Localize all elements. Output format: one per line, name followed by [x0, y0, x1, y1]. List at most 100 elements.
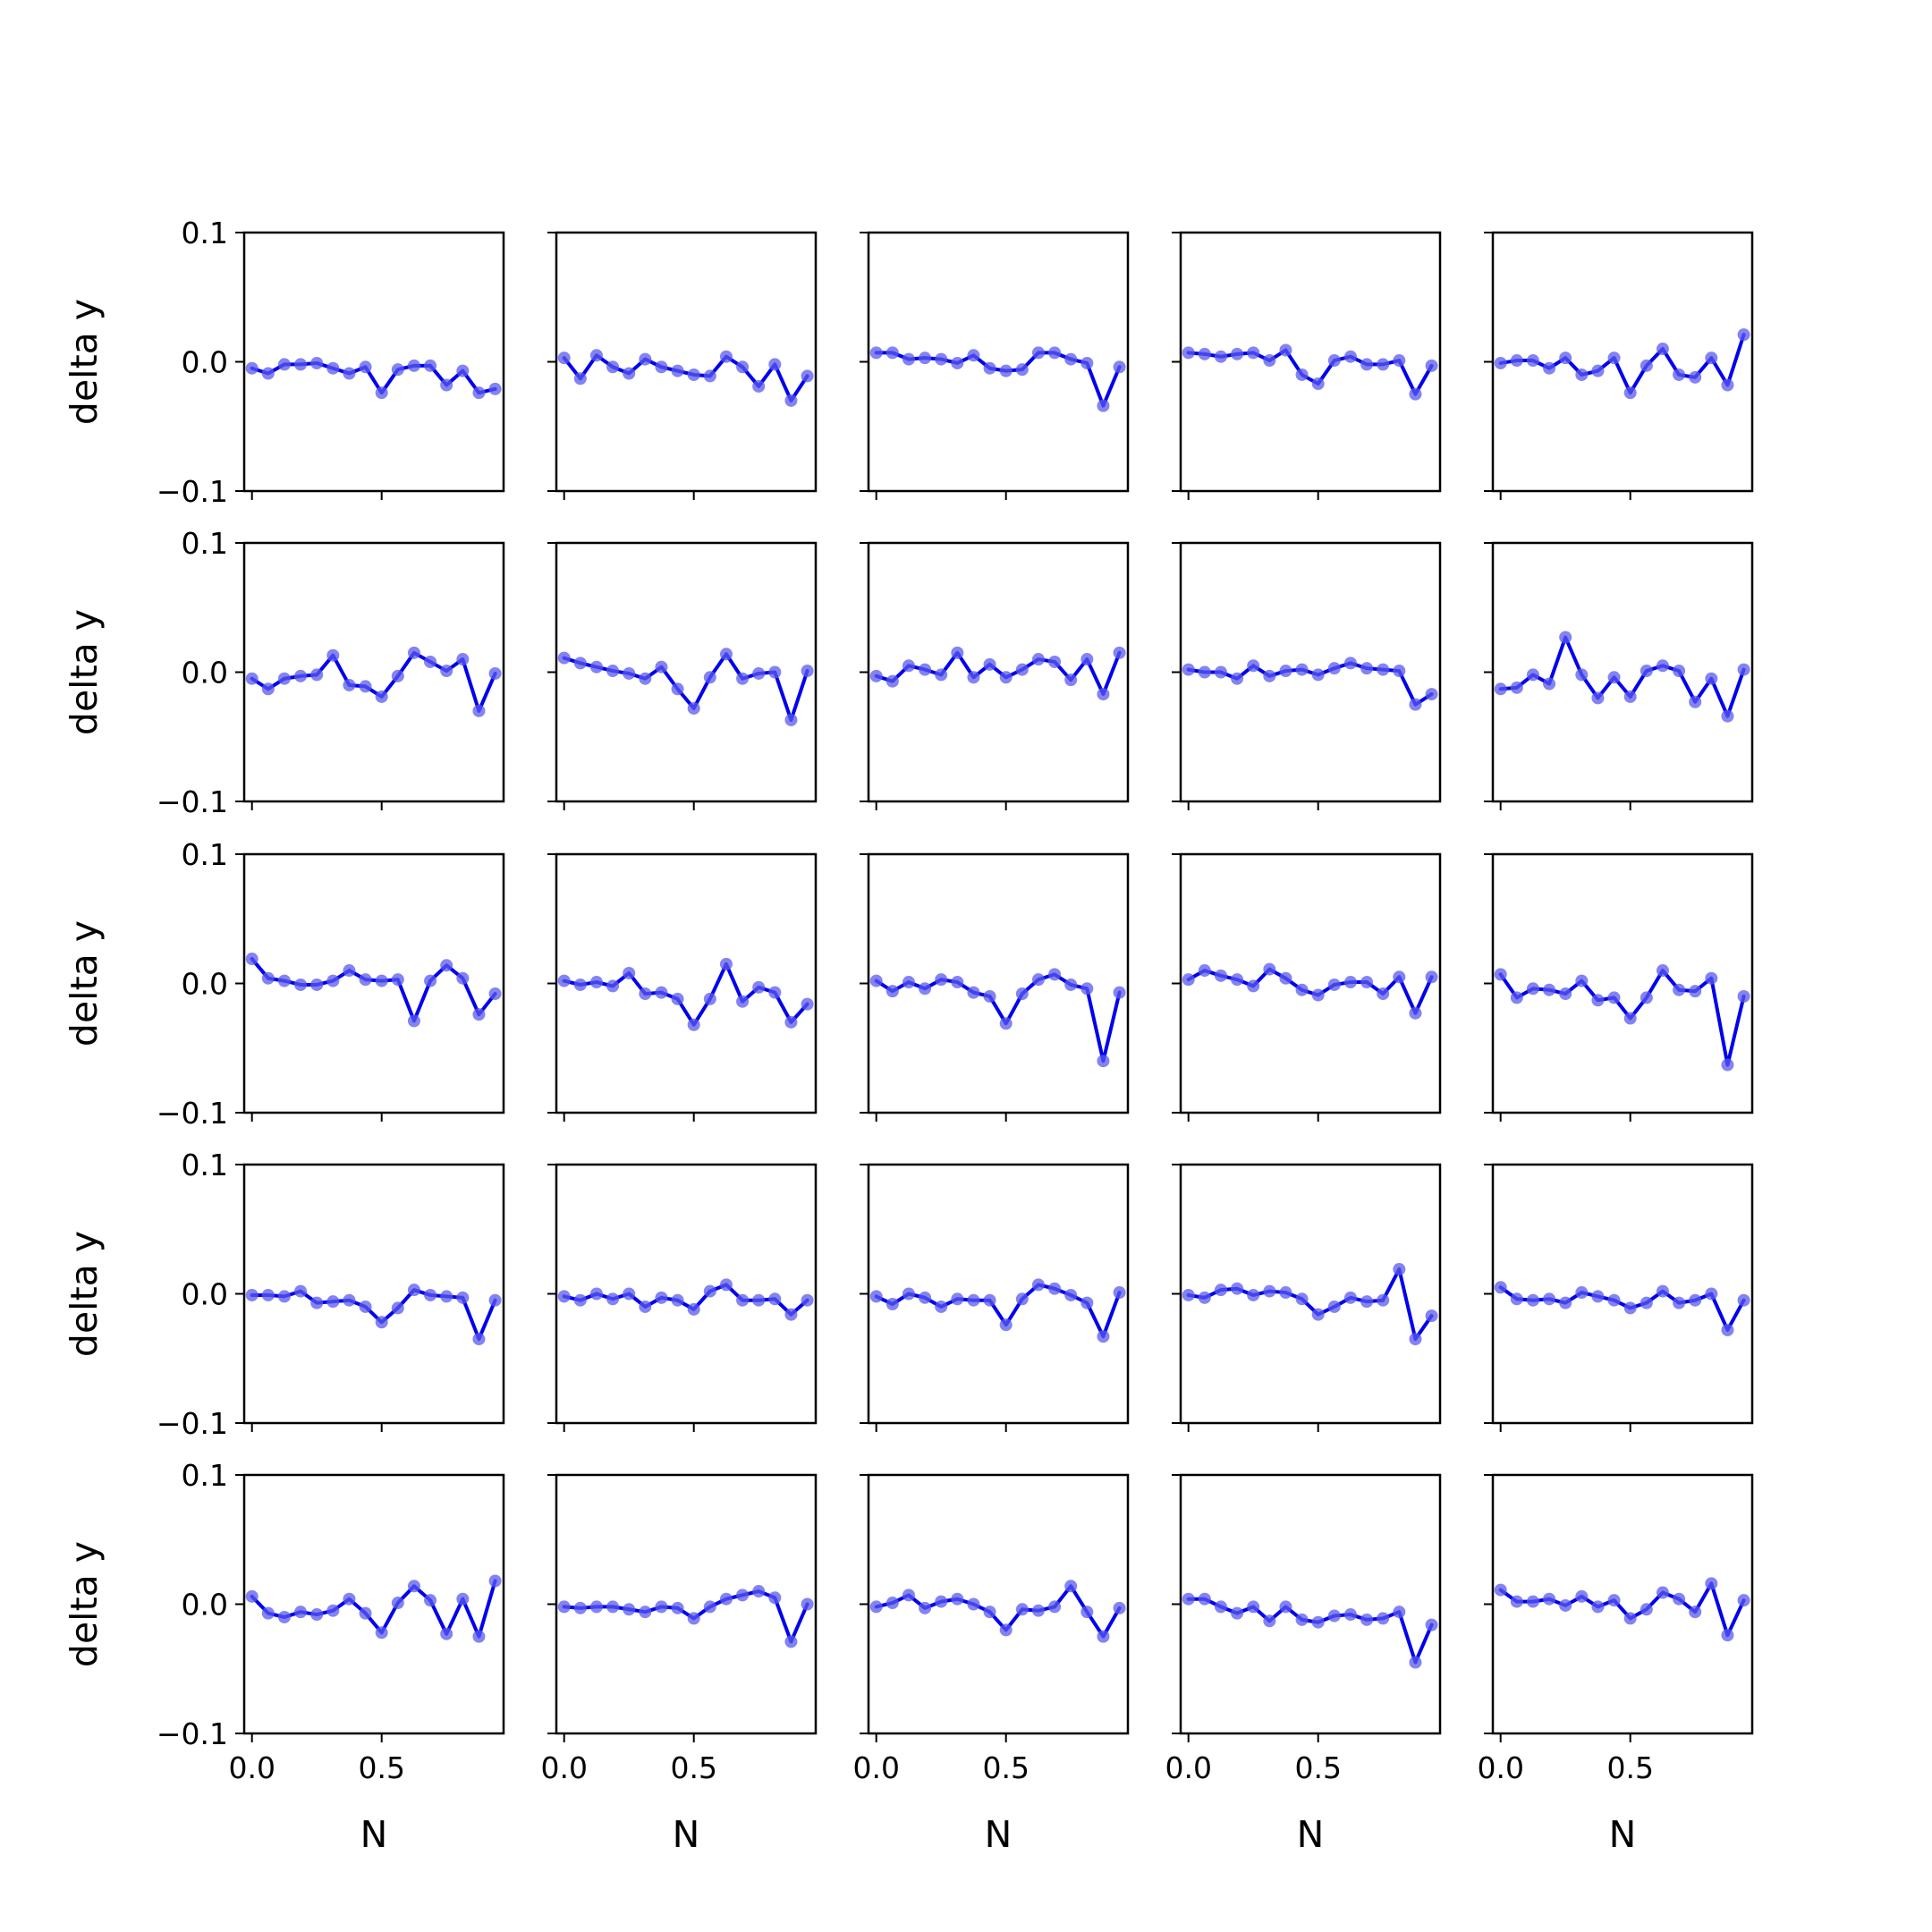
subplot-1-2 [547, 231, 818, 500]
data-point [1623, 690, 1637, 703]
data-point [1591, 1290, 1605, 1303]
x-tick-label: 0.5 [1606, 1750, 1653, 1785]
data-point [1591, 994, 1605, 1007]
x-tick-label: 0.5 [982, 1750, 1029, 1785]
data-point [326, 1604, 340, 1617]
data-point [1279, 1600, 1292, 1614]
data-point [606, 360, 620, 374]
data-point [902, 659, 915, 673]
data-point [919, 1601, 932, 1614]
y-axis-label: delta y [63, 920, 106, 1046]
data-point [1214, 1600, 1227, 1614]
data-point [310, 1296, 324, 1309]
data-point [573, 978, 587, 991]
data-point [1377, 663, 1390, 676]
data-point [1031, 653, 1045, 666]
data-point [801, 997, 814, 1011]
subplot-1-4 [1172, 231, 1442, 500]
data-point [1113, 360, 1126, 374]
data-point [1689, 370, 1702, 384]
subplot-2-3 [860, 541, 1130, 810]
data-point [1721, 1323, 1734, 1336]
y-tick-label: 0.1 [182, 216, 228, 250]
data-point [935, 668, 948, 682]
data-point [391, 363, 404, 377]
subplot-4-2 [547, 1163, 818, 1432]
subplot-4-1: 0.1 0.0 −0.1 [157, 1148, 505, 1441]
subplot-4-5 [1484, 1163, 1754, 1432]
data-point [1247, 659, 1260, 673]
data-point [1295, 663, 1309, 676]
data-point [245, 672, 258, 685]
data-point [935, 352, 948, 366]
data-point [784, 1015, 798, 1029]
data-point [1198, 1592, 1211, 1606]
data-point [1279, 1286, 1292, 1300]
data-point [359, 1606, 372, 1620]
data-point [1295, 1292, 1309, 1306]
data-point [326, 974, 340, 987]
data-point [1198, 1291, 1211, 1304]
data-point [1494, 1281, 1507, 1294]
series-line [1186, 967, 1434, 1015]
data-point [1377, 358, 1390, 371]
data-point [869, 974, 883, 987]
data-point [1409, 1656, 1422, 1669]
data-point [277, 1610, 291, 1623]
x-tick-label: 0.5 [1294, 1750, 1341, 1785]
data-point [951, 646, 964, 659]
data-point [1311, 988, 1325, 1002]
x-tick-label: 0.0 [228, 1750, 275, 1785]
data-point [1526, 1595, 1539, 1608]
data-point [1048, 655, 1062, 668]
data-point [1343, 657, 1357, 670]
data-point [1182, 346, 1195, 360]
data-point [1705, 352, 1718, 365]
subplot-5-2: 0.0 0.5 [540, 1473, 818, 1785]
data-point [606, 1292, 620, 1306]
data-point [375, 1316, 388, 1329]
data-point [919, 982, 932, 996]
data-point [472, 1630, 486, 1643]
data-point [951, 976, 964, 989]
data-point [1247, 979, 1260, 993]
data-point [488, 666, 502, 680]
data-point [1575, 668, 1589, 682]
data-point [1064, 674, 1078, 687]
data-point [294, 358, 308, 371]
data-point [1656, 343, 1669, 356]
data-point [902, 1589, 915, 1602]
data-point [1097, 1330, 1110, 1343]
data-point [983, 657, 996, 671]
data-point [1737, 989, 1750, 1003]
series-line [874, 972, 1122, 1063]
data-point [1543, 1292, 1556, 1306]
data-point [472, 1333, 486, 1346]
data-point [1673, 368, 1686, 381]
data-point [1231, 347, 1244, 360]
data-point [703, 369, 716, 383]
data-point [919, 352, 932, 365]
data-point [1656, 1586, 1669, 1599]
x-axis-label: N [1297, 1813, 1325, 1856]
data-point [736, 360, 750, 374]
data-point [1311, 377, 1325, 391]
data-point [1623, 1612, 1637, 1625]
subplot-2-5 [1484, 541, 1754, 810]
data-point [983, 1606, 996, 1619]
subplot-2-1: 0.1 0.0 −0.1 [157, 526, 505, 819]
data-point [1279, 665, 1292, 678]
y-tick-label: 0.1 [182, 837, 228, 872]
data-point [1673, 665, 1686, 678]
data-point [1327, 1300, 1341, 1313]
data-point [1494, 1583, 1507, 1597]
data-point [1673, 1592, 1686, 1606]
data-point [359, 1300, 372, 1313]
data-point [919, 1291, 932, 1304]
data-point [752, 1293, 766, 1307]
data-point [1705, 672, 1718, 685]
data-point [1409, 387, 1422, 401]
axis-labels: delta y delta y delta y delta y delta y N N N N N [63, 299, 1636, 1856]
data-point [1064, 1580, 1078, 1593]
y-tick-label: −0.1 [157, 474, 228, 509]
